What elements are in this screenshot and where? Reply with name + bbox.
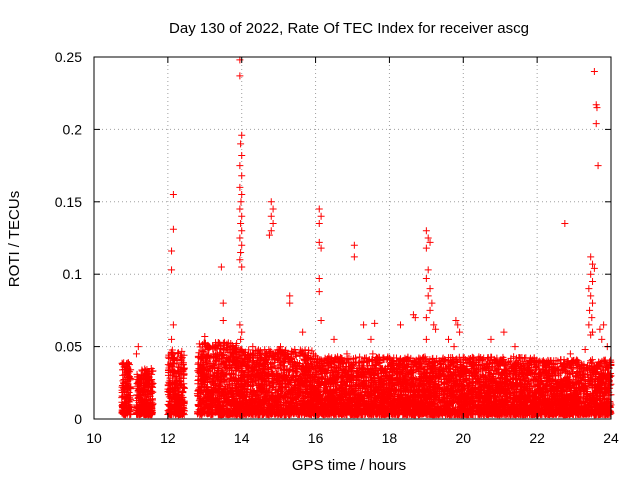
data-point	[180, 399, 188, 407]
data-point	[118, 359, 126, 367]
data-point	[149, 367, 157, 375]
data-point	[124, 380, 132, 388]
data-point	[125, 388, 133, 396]
data-point	[124, 409, 132, 417]
data-point	[176, 381, 184, 389]
data-point	[170, 409, 178, 417]
data-point	[173, 400, 181, 408]
data-point	[180, 384, 188, 392]
data-point	[121, 370, 129, 378]
data-point	[170, 354, 178, 362]
data-point	[180, 384, 188, 392]
data-point	[177, 365, 185, 373]
data-point	[126, 395, 134, 403]
data-point	[172, 404, 180, 412]
data-point	[169, 351, 177, 359]
data-point	[180, 371, 188, 379]
data-point	[173, 376, 181, 384]
data-point	[172, 383, 180, 391]
data-point	[167, 368, 175, 376]
data-point	[178, 355, 186, 363]
data-point	[172, 392, 180, 400]
data-point	[178, 354, 186, 362]
data-point	[142, 389, 150, 397]
data-points	[118, 56, 615, 419]
data-point	[137, 372, 145, 380]
data-point	[166, 389, 174, 397]
data-point	[124, 372, 132, 380]
data-point	[119, 360, 127, 368]
data-point	[145, 379, 153, 387]
data-point	[133, 380, 141, 388]
data-point	[169, 359, 177, 367]
data-point	[180, 364, 188, 372]
data-point	[178, 347, 186, 355]
data-point	[124, 364, 132, 372]
data-point	[168, 346, 176, 354]
data-point	[143, 410, 151, 418]
data-point	[144, 369, 152, 377]
data-point	[125, 401, 133, 409]
data-point	[120, 363, 128, 371]
data-point	[142, 405, 150, 413]
data-point	[174, 349, 182, 357]
data-point	[179, 360, 187, 368]
data-point	[169, 408, 177, 416]
data-point	[174, 396, 182, 404]
data-point	[136, 387, 144, 395]
data-point	[137, 395, 145, 403]
data-point	[168, 385, 176, 393]
data-point	[143, 370, 151, 378]
chart-title: Day 130 of 2022, Rate Of TEC Index for r…	[169, 20, 529, 37]
data-point	[138, 366, 146, 374]
data-point	[127, 385, 135, 393]
data-point	[147, 387, 155, 395]
data-point	[143, 391, 151, 399]
data-point	[180, 411, 188, 419]
data-point	[148, 409, 156, 417]
data-point	[169, 374, 177, 382]
data-point	[147, 403, 155, 411]
data-point	[179, 406, 187, 414]
data-point	[173, 395, 181, 403]
data-point	[133, 410, 141, 418]
data-point	[119, 408, 127, 416]
data-point	[175, 410, 183, 418]
data-point	[136, 375, 144, 383]
data-point	[168, 405, 176, 413]
data-point	[140, 382, 148, 390]
data-point	[120, 376, 128, 384]
data-point	[135, 381, 143, 389]
data-point	[118, 383, 126, 391]
